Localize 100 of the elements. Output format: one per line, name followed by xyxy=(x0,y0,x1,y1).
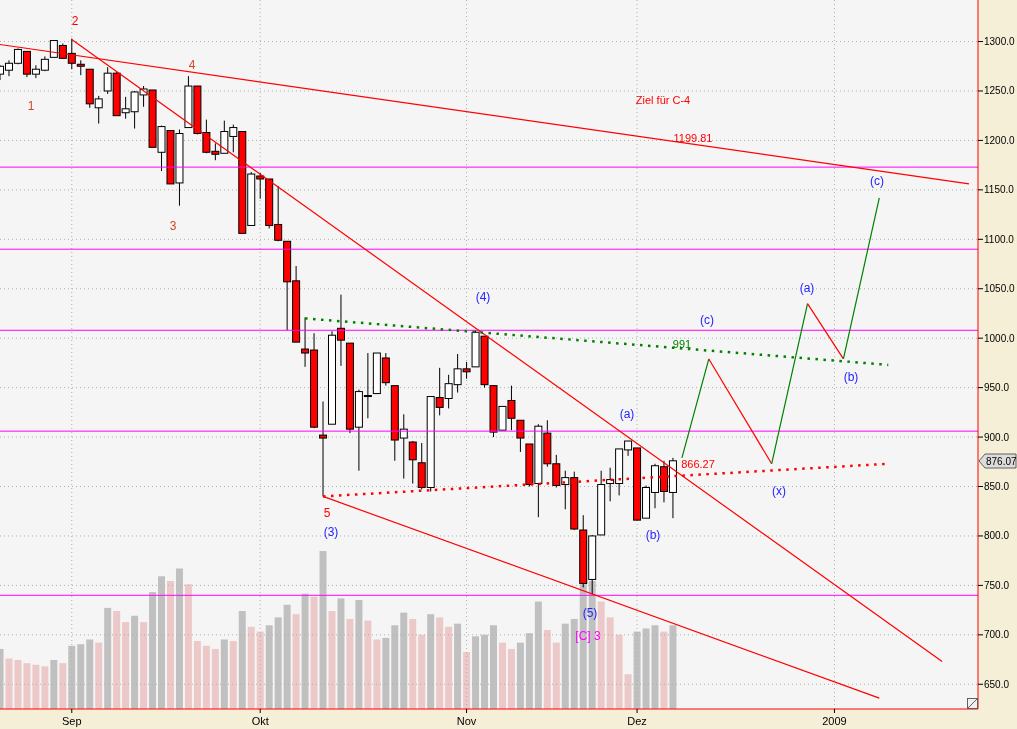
bar xyxy=(498,642,506,709)
y-tick-label: 1250.0 xyxy=(984,85,1016,97)
bar xyxy=(346,618,354,709)
bar xyxy=(229,641,237,709)
bar xyxy=(561,623,569,709)
y-tick-label: 650.0 xyxy=(984,678,1010,690)
x-tick-label: Sep xyxy=(61,715,82,727)
bar xyxy=(86,639,94,709)
bar xyxy=(516,642,524,709)
annotation: (c) xyxy=(700,313,714,327)
bar xyxy=(391,625,399,709)
annotation: 866.27 xyxy=(681,458,715,471)
bar xyxy=(490,625,497,709)
bar xyxy=(220,639,228,709)
bar xyxy=(77,644,85,709)
bar xyxy=(543,630,551,709)
bar xyxy=(292,614,300,709)
bar xyxy=(32,664,40,709)
annotation: 4 xyxy=(188,58,196,72)
y-tick-label: 950.0 xyxy=(984,382,1010,394)
bar xyxy=(140,622,148,709)
bar xyxy=(68,645,76,709)
annotation: 5 xyxy=(323,506,331,520)
bar xyxy=(337,598,345,709)
annotation: 991 xyxy=(672,338,692,351)
bar xyxy=(113,611,121,709)
y-tick-label: 750.0 xyxy=(984,579,1010,591)
bar xyxy=(211,648,219,709)
annotation: (a) xyxy=(799,281,815,295)
bar xyxy=(615,634,623,709)
bar xyxy=(624,674,632,709)
y-tick-label: 1050.0 xyxy=(984,283,1016,295)
annotation: Ziel für C-4 xyxy=(635,94,691,106)
bar xyxy=(14,660,22,709)
x-tick-label: Okt xyxy=(251,715,269,727)
annotation: (c) xyxy=(870,174,884,188)
annotation: (3) xyxy=(323,525,339,539)
bar xyxy=(247,626,255,709)
bar xyxy=(382,637,390,709)
bar xyxy=(184,584,192,709)
bar xyxy=(319,551,327,709)
bar xyxy=(238,611,246,709)
annotation: (5) xyxy=(582,606,598,620)
bar xyxy=(175,568,183,709)
bar xyxy=(633,631,641,709)
bar xyxy=(131,615,139,709)
y-tick-label: 1200.0 xyxy=(984,134,1016,146)
bar xyxy=(104,607,112,709)
x-tick-label: Nov xyxy=(456,715,477,727)
x-tick-label: Dez xyxy=(627,715,647,727)
bar xyxy=(59,663,67,709)
candlestick xyxy=(516,419,525,453)
bar xyxy=(158,576,166,709)
bar xyxy=(301,593,309,709)
bar xyxy=(364,620,372,709)
annotation: 1199.81 xyxy=(673,131,713,144)
bar xyxy=(310,596,318,709)
bar xyxy=(660,631,668,709)
bar xyxy=(606,617,614,709)
y-tick-label: 1150.0 xyxy=(984,184,1015,196)
y-tick-label: 1300.0 xyxy=(984,36,1016,48)
bar xyxy=(507,648,515,709)
bar xyxy=(472,636,480,709)
bar xyxy=(166,581,174,709)
bar xyxy=(95,642,103,709)
annotation: (4) xyxy=(475,290,491,304)
bar xyxy=(23,663,31,709)
x-tick-label: 2009 xyxy=(822,715,847,727)
bar xyxy=(642,628,650,709)
bar xyxy=(427,614,435,709)
bar xyxy=(463,652,471,709)
y-tick-label: 700.0 xyxy=(984,629,1010,641)
bar xyxy=(202,645,210,709)
y-tick-label: 800.0 xyxy=(984,530,1010,542)
bar xyxy=(265,625,273,709)
bar xyxy=(122,622,130,709)
annotation: (a) xyxy=(619,407,635,421)
bar xyxy=(436,617,444,709)
bar xyxy=(669,625,677,709)
bar xyxy=(355,599,363,709)
bar xyxy=(41,666,49,709)
bar xyxy=(193,641,201,709)
text: 876.07 xyxy=(986,455,1017,467)
annotation: 1 xyxy=(27,99,35,113)
annotation: (b) xyxy=(645,528,661,542)
y-tick-label: 1000.0 xyxy=(984,332,1016,344)
bar xyxy=(328,611,336,709)
y-tick-label: 850.0 xyxy=(984,481,1010,493)
bar xyxy=(570,618,578,709)
bar xyxy=(283,604,291,709)
bar xyxy=(400,612,408,709)
bar xyxy=(50,660,58,709)
bar xyxy=(454,623,462,709)
y-tick-label: 1100.0 xyxy=(984,233,1015,245)
annotation: 3 xyxy=(169,219,177,233)
bar xyxy=(274,617,282,709)
bar xyxy=(534,601,542,709)
annotation: (b) xyxy=(843,370,859,384)
bar xyxy=(552,642,560,709)
bar xyxy=(481,634,489,709)
